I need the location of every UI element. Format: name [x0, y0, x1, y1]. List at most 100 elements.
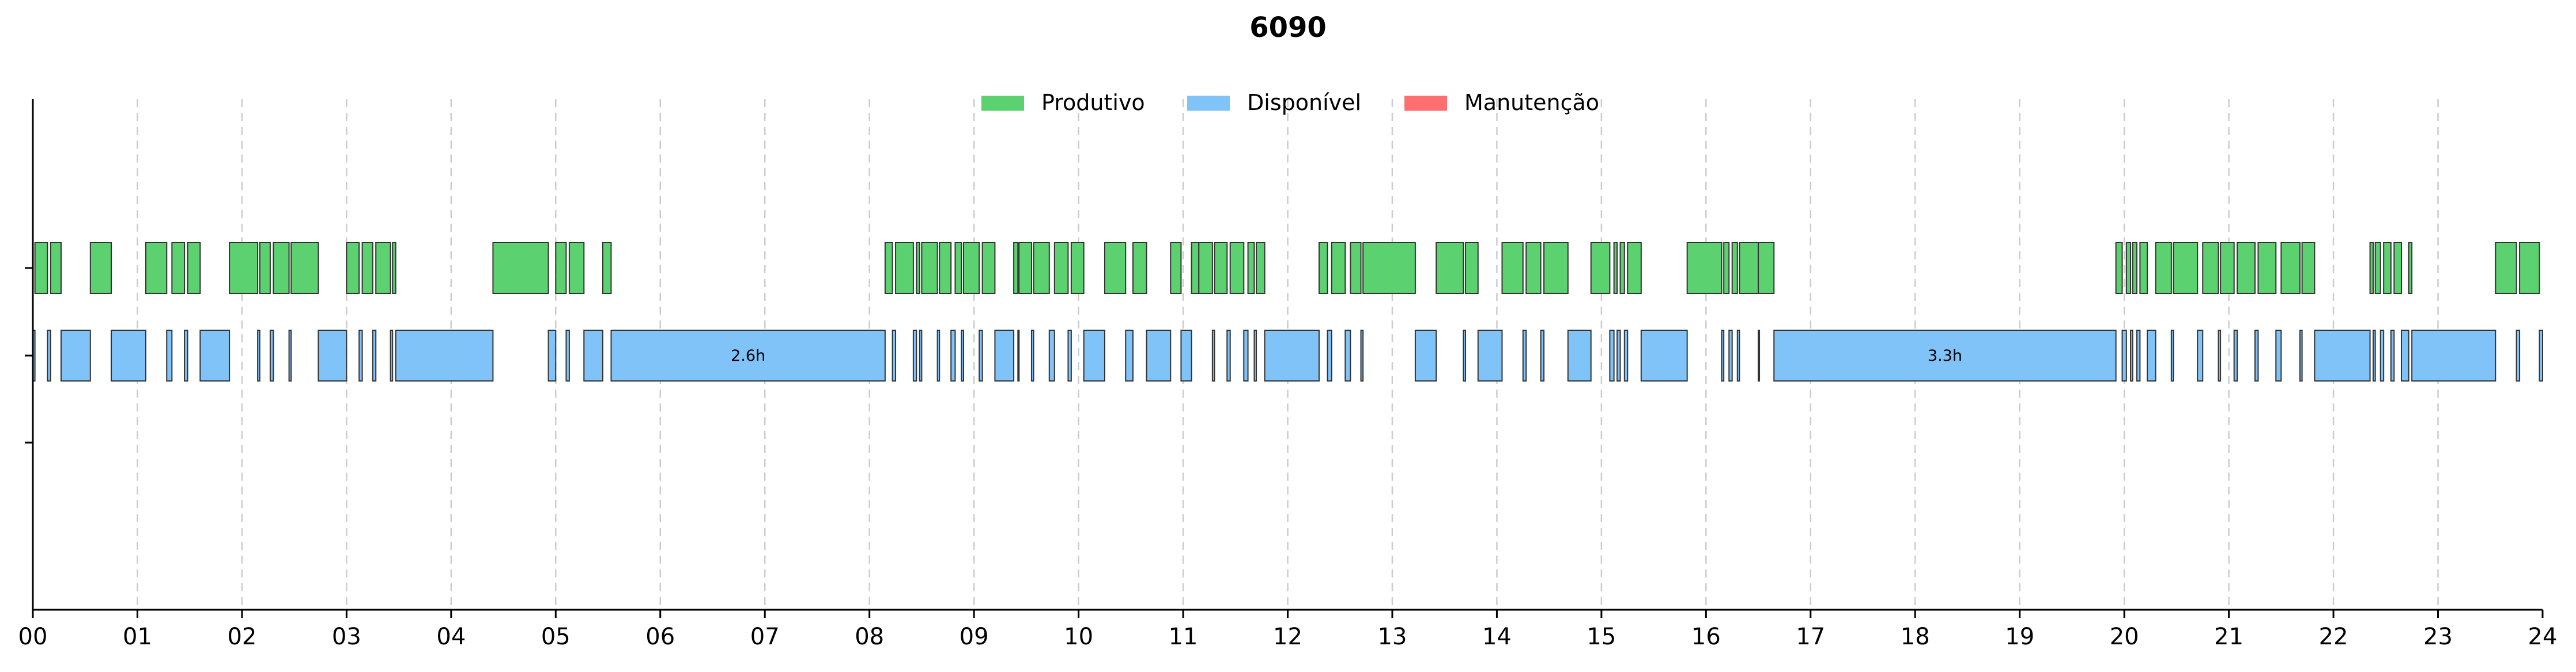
bar-produtivo — [2257, 242, 2277, 294]
bar-disponível — [2136, 330, 2141, 382]
bar-disponível — [2130, 330, 2133, 382]
bar-disponível — [1253, 330, 1257, 382]
bar-disponível — [390, 330, 394, 382]
bar-disponível — [1211, 330, 1215, 382]
bar-produtivo — [1362, 242, 1416, 294]
bar-produtivo — [273, 242, 290, 294]
bar-produtivo — [916, 242, 920, 294]
bar-disponível — [2390, 330, 2395, 382]
bar-produtivo — [921, 242, 938, 294]
bar-produtivo — [1214, 242, 1228, 294]
x-tick-label: 07 — [750, 624, 780, 650]
x-tick-label: 16 — [1691, 624, 1721, 650]
bar-produtivo — [1033, 242, 1050, 294]
bar-produtivo — [1170, 242, 1182, 294]
bar-produtivo — [2202, 242, 2219, 294]
bar-disponível — [2218, 330, 2222, 382]
bar-disponível — [1616, 330, 1621, 382]
bar-disponível — [288, 330, 292, 382]
x-tick-label: 18 — [1901, 624, 1930, 650]
bar-produtivo — [229, 242, 259, 294]
bar-disponível — [1414, 330, 1437, 382]
bar-produtivo — [884, 242, 893, 294]
bar-produtivo — [2155, 242, 2172, 294]
bar-disponível — [583, 330, 603, 382]
bar-produtivo — [1627, 242, 1642, 294]
bar-disponível — [1522, 330, 1527, 382]
bar-produtivo — [2173, 242, 2199, 294]
bar-produtivo — [1331, 242, 1346, 294]
bar-produtivo — [1256, 242, 1266, 294]
x-tick-label: 21 — [2214, 624, 2243, 650]
bar-produtivo — [1013, 242, 1019, 294]
bar-produtivo — [2139, 242, 2148, 294]
bar-disponível — [1540, 330, 1545, 382]
bar-disponível — [1017, 330, 1020, 382]
bar-duration-label: 2.6h — [731, 347, 765, 365]
bar-disponível — [892, 330, 897, 382]
bar-disponível — [2299, 330, 2303, 382]
bar-produtivo — [962, 242, 980, 294]
bar-disponível — [1758, 330, 1761, 382]
bar-produtivo — [2383, 242, 2392, 294]
bar-produtivo — [568, 242, 585, 294]
x-tick-label: 22 — [2319, 624, 2348, 650]
bar-produtivo — [2115, 242, 2123, 294]
bar-disponível — [912, 330, 917, 382]
bar-disponível — [111, 330, 146, 382]
bar-disponível — [2411, 330, 2496, 382]
bar-produtivo — [602, 242, 612, 294]
bar-produtivo — [939, 242, 952, 294]
x-tick-label: 17 — [1796, 624, 1825, 650]
x-tick-label: 13 — [1378, 624, 1407, 650]
bar-disponível — [2147, 330, 2156, 382]
bar-produtivo — [50, 242, 62, 294]
bar-produtivo — [2393, 242, 2403, 294]
bar-produtivo — [1613, 242, 1618, 294]
bar-produtivo — [34, 242, 48, 294]
x-tick-label: 02 — [227, 624, 256, 650]
legend-swatch — [1404, 96, 1447, 111]
legend-label: Manutenção — [1464, 90, 1599, 115]
bar-disponível — [1264, 330, 1320, 382]
bar-produtivo — [1525, 242, 1542, 294]
bar-produtivo — [361, 242, 373, 294]
bar-disponível — [372, 330, 377, 382]
bar-disponível — [2197, 330, 2204, 382]
chart-title: 6090 — [1249, 12, 1327, 44]
bar-produtivo — [290, 242, 319, 294]
bar-produtivo — [1436, 242, 1464, 294]
bar-disponível — [1477, 330, 1503, 382]
bar-disponível — [2401, 330, 2409, 382]
bar-produtivo — [1501, 242, 1524, 294]
bar-produtivo — [89, 242, 112, 294]
x-tick-label: 01 — [123, 624, 152, 650]
bar-labels-layer: 2.6h 3.3h — [731, 347, 1962, 365]
bar-disponível — [1125, 330, 1134, 382]
bar-produtivo — [1350, 242, 1362, 294]
bar-disponível — [1721, 330, 1725, 382]
bar-produtivo — [1104, 242, 1127, 294]
bar-disponível — [60, 330, 91, 382]
bar-disponível — [1048, 330, 1055, 382]
bar-produtivo — [2280, 242, 2301, 294]
bar-disponível — [1180, 330, 1192, 382]
bar-disponível — [979, 330, 983, 382]
bar-disponível — [318, 330, 348, 382]
x-tick-label: 19 — [2005, 624, 2034, 650]
bar-produtivo — [2301, 242, 2316, 294]
bar-produtivo — [375, 242, 391, 294]
x-tick-label: 03 — [332, 624, 361, 650]
bar-disponível — [950, 330, 956, 382]
bar-duration-label: 3.3h — [1928, 347, 1962, 365]
bar-disponível — [2314, 330, 2371, 382]
x-tick-label: 20 — [2110, 624, 2139, 650]
bar-disponível — [610, 330, 886, 382]
bar-disponível — [2379, 330, 2385, 382]
bar-produtivo — [1070, 242, 1085, 294]
bar-produtivo — [2125, 242, 2132, 294]
bar-disponível — [1360, 330, 1364, 382]
bar-disponível — [936, 330, 940, 382]
bar-produtivo — [2519, 242, 2540, 294]
